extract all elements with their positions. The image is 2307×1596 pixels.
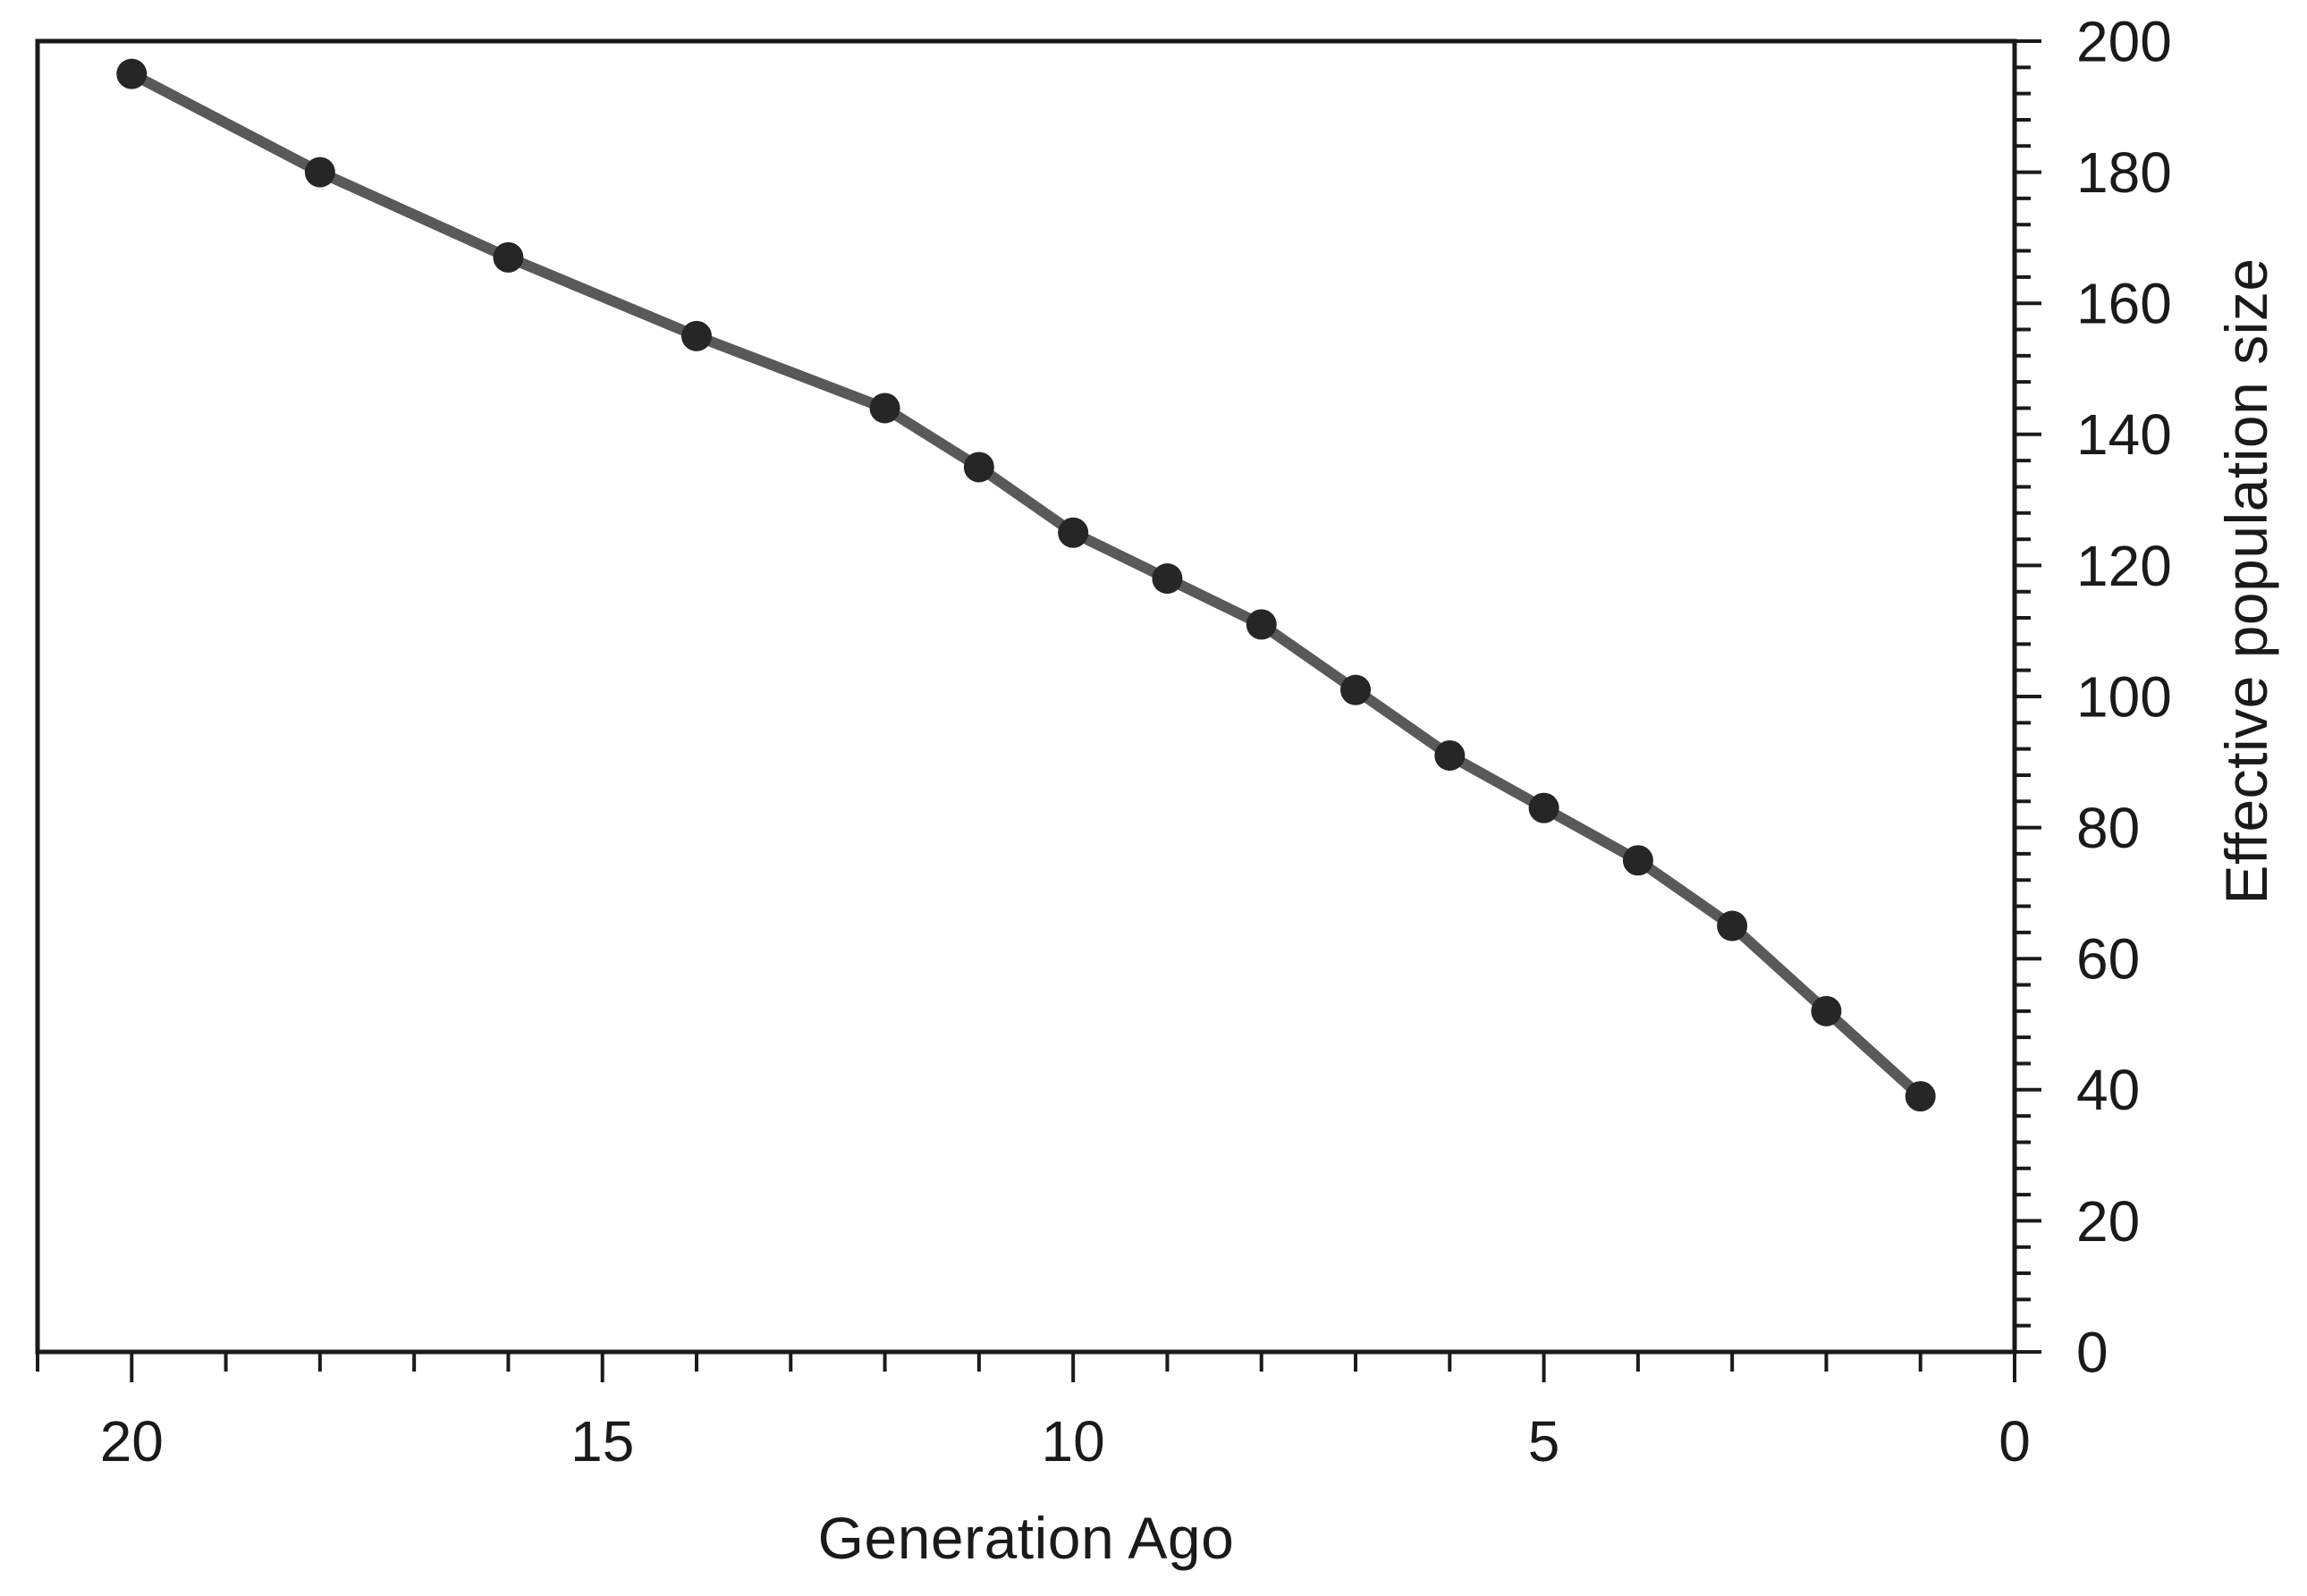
data-point <box>1152 563 1183 595</box>
data-point <box>304 156 335 188</box>
y-tick-label: 200 <box>2076 9 2172 73</box>
y-tick-label: 100 <box>2076 664 2172 729</box>
data-point <box>1811 995 1842 1026</box>
x-tick-label: 10 <box>1042 1409 1105 1474</box>
x-tick-label: 15 <box>570 1409 634 1474</box>
data-point <box>869 393 900 424</box>
y-tick-label: 20 <box>2076 1189 2140 1254</box>
x-tick-label: 0 <box>1999 1409 2031 1474</box>
data-point <box>493 241 524 273</box>
series-line <box>126 68 1926 1102</box>
y-axis-title: Effective population size <box>2213 258 2279 905</box>
data-point <box>1434 739 1466 771</box>
x-tick-label: 20 <box>100 1409 164 1474</box>
y-tick-label: 160 <box>2076 272 2172 336</box>
y-tick-label: 120 <box>2076 534 2172 598</box>
y-tick-label: 0 <box>2076 1320 2108 1384</box>
data-point <box>963 452 994 483</box>
y-tick-label: 140 <box>2076 402 2172 467</box>
y-tick-label: 60 <box>2076 927 2140 992</box>
data-point <box>1058 517 1089 548</box>
y-tick-label: 180 <box>2076 140 2172 205</box>
plot-border <box>35 38 2017 1355</box>
data-point <box>1340 674 1371 705</box>
data-point <box>681 320 712 351</box>
data-point <box>1246 609 1277 640</box>
x-axis-title: Generation Ago <box>817 1505 1235 1571</box>
data-point <box>1905 1081 1936 1112</box>
y-tick-label: 80 <box>2076 796 2140 860</box>
data-point <box>116 58 148 89</box>
data-point <box>1622 845 1653 876</box>
x-tick-label: 5 <box>1528 1409 1560 1474</box>
y-tick-label: 40 <box>2076 1058 2140 1122</box>
data-point <box>1528 792 1559 823</box>
data-point <box>1717 910 1748 942</box>
